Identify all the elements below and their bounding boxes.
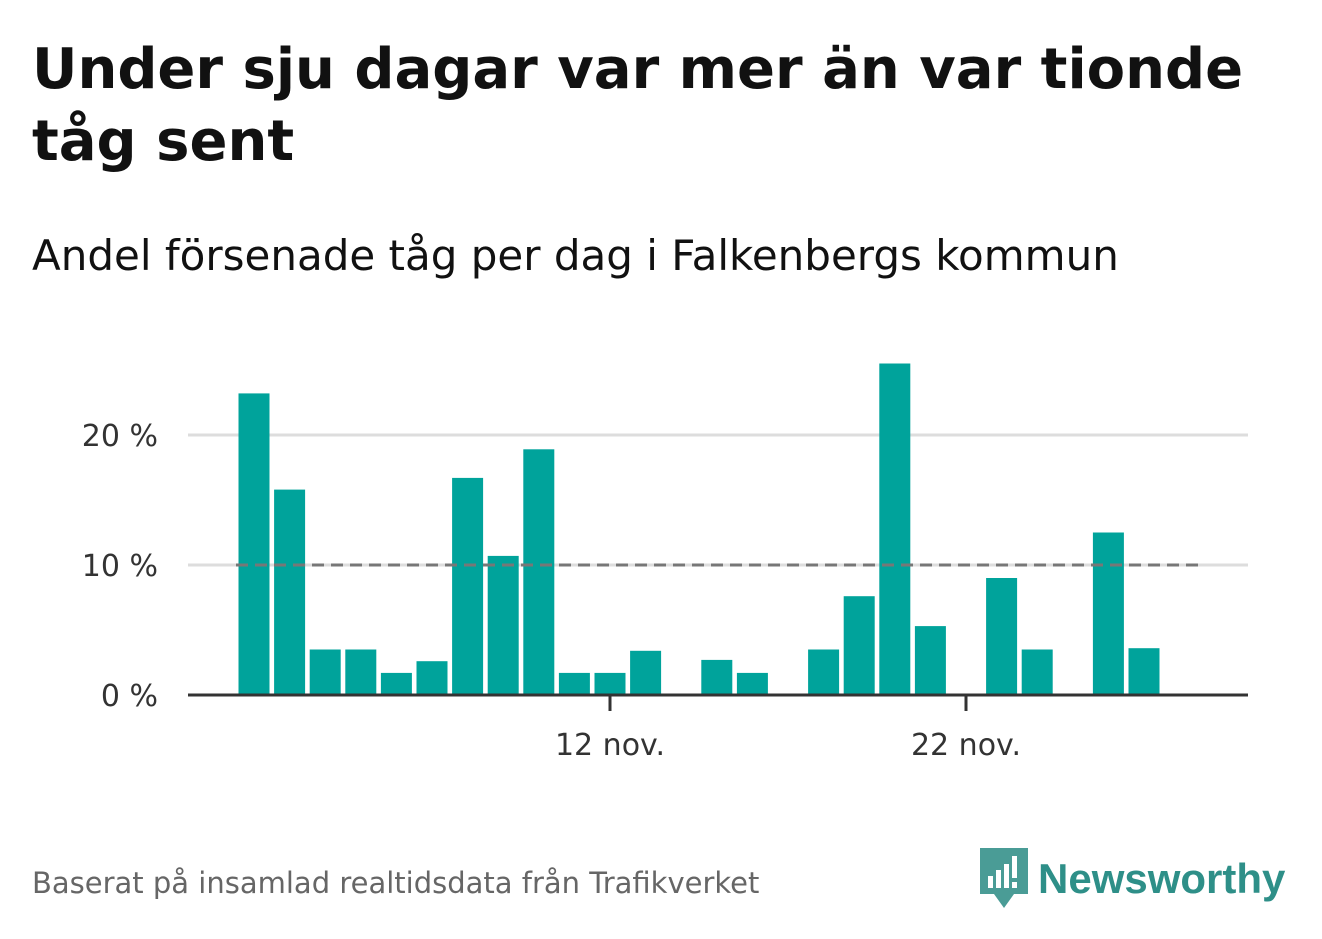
x-tick-label: 12 nov. xyxy=(555,728,665,763)
axes: 0 % 10 % 20 % 12 nov. 22 nov. xyxy=(82,419,1248,763)
bar-chart: 0 % 10 % 20 % 12 nov. 22 nov. xyxy=(82,363,1248,763)
bar-2024-11-18 xyxy=(808,649,840,695)
bar-2024-11-08 xyxy=(452,477,484,695)
bar-2024-11-26 xyxy=(1092,532,1124,695)
bar-2024-11-02 xyxy=(238,393,270,695)
logo-text: Newsworthy xyxy=(1038,855,1286,902)
bar-2024-11-16 xyxy=(736,672,768,695)
bar-2024-11-05 xyxy=(345,649,377,695)
y-tick-label: 0 % xyxy=(101,679,158,714)
newsworthy-bar-chart-icon xyxy=(980,848,1028,908)
x-tick-label: 22 nov. xyxy=(911,728,1021,763)
bars xyxy=(238,363,1160,695)
bar-2024-11-04 xyxy=(309,649,341,695)
newsworthy-logo: Newsworthy xyxy=(980,848,1285,910)
bar-2024-11-03 xyxy=(274,489,306,695)
chart-title: Under sju dagar var mer än var tionde tå… xyxy=(32,37,1244,174)
bar-2024-11-12 xyxy=(594,672,626,695)
y-tick-label: 20 % xyxy=(82,419,158,454)
grid-lines xyxy=(188,433,1248,567)
bar-2024-11-15 xyxy=(701,659,733,695)
bar-2024-11-20 xyxy=(879,363,911,695)
bar-2024-11-09 xyxy=(487,555,519,695)
bar-2024-11-23 xyxy=(986,578,1018,695)
chart-subtitle: Andel försenade tåg per dag i Falkenberg… xyxy=(32,231,1119,280)
bar-2024-11-24 xyxy=(1021,649,1053,695)
bar-2024-11-19 xyxy=(843,596,875,695)
source-note: Baserat på insamlad realtidsdata från Tr… xyxy=(32,866,760,900)
bar-2024-11-21 xyxy=(914,626,946,695)
bar-2024-11-27 xyxy=(1128,648,1160,695)
bar-2024-11-10 xyxy=(523,449,555,695)
bar-2024-11-13 xyxy=(630,650,662,695)
bar-2024-11-11 xyxy=(558,672,590,695)
bar-2024-11-06 xyxy=(380,672,412,695)
bar-2024-11-07 xyxy=(416,661,448,695)
y-tick-label: 10 % xyxy=(82,549,158,584)
